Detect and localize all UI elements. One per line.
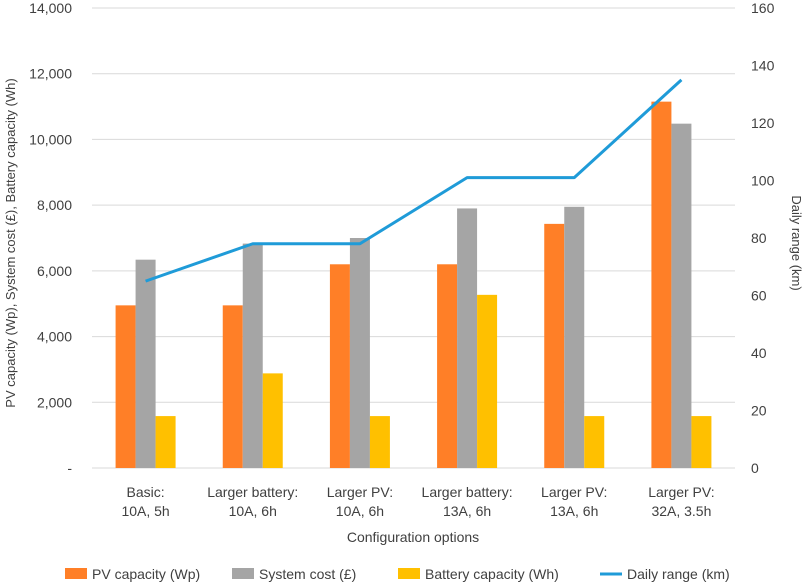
legend-swatch bbox=[232, 568, 254, 579]
left-tick-label: 10,000 bbox=[29, 131, 72, 147]
legend-label: PV capacity (Wp) bbox=[92, 566, 200, 582]
left-tick-label: 6,000 bbox=[37, 263, 72, 279]
legend-swatch bbox=[398, 568, 420, 579]
right-tick-label: 40 bbox=[751, 345, 767, 361]
bar bbox=[222, 305, 243, 468]
legend-swatch bbox=[65, 568, 87, 579]
bar bbox=[242, 243, 263, 468]
bar bbox=[691, 416, 712, 468]
left-tick-label: 2,000 bbox=[37, 394, 72, 410]
line-path bbox=[145, 78, 683, 283]
left-tick-label: - bbox=[67, 460, 72, 476]
bar bbox=[329, 264, 350, 468]
legend-item: Daily range (km) bbox=[600, 566, 730, 582]
left-tick-label: 8,000 bbox=[37, 197, 72, 213]
legend-item: PV capacity (Wp) bbox=[65, 566, 200, 582]
bar bbox=[262, 373, 283, 468]
line-series bbox=[145, 78, 683, 283]
right-tick-label: 20 bbox=[751, 403, 767, 419]
bar bbox=[564, 206, 585, 469]
right-axis-ticks: 0 20 40 60 80 100 120 140 160 bbox=[751, 0, 775, 476]
category-label: Larger PV: 13A, 6h bbox=[541, 484, 607, 519]
right-tick-label: 60 bbox=[751, 288, 767, 304]
category-label: Larger battery: 13A, 6h bbox=[422, 484, 513, 519]
bar bbox=[671, 123, 692, 469]
left-tick-label: 12,000 bbox=[29, 66, 72, 82]
bar bbox=[369, 416, 390, 468]
bar bbox=[135, 259, 156, 468]
left-tick-label: 14,000 bbox=[29, 0, 72, 16]
right-tick-label: 160 bbox=[751, 0, 775, 16]
right-tick-label: 100 bbox=[751, 173, 775, 189]
bar bbox=[477, 294, 498, 468]
category-label: Larger PV: 32A, 3.5h bbox=[648, 484, 714, 519]
category-label: Larger PV: 10A, 6h bbox=[327, 484, 393, 519]
category-labels: Basic: 10A, 5h Larger battery: 10A, 6h Large… bbox=[121, 484, 714, 519]
legend: PV capacity (Wp) System cost (£) Battery c… bbox=[65, 566, 730, 582]
right-tick-label: 120 bbox=[751, 115, 775, 131]
category-label: Basic: 10A, 5h bbox=[121, 484, 169, 519]
x-axis-title: Configuration options bbox=[347, 529, 479, 545]
bars bbox=[115, 101, 712, 469]
left-tick-label: 4,000 bbox=[37, 329, 72, 345]
right-tick-label: 80 bbox=[751, 230, 767, 246]
bar bbox=[544, 223, 565, 468]
gridlines bbox=[92, 7, 735, 469]
bar bbox=[457, 208, 478, 468]
legend-item: Battery capacity (Wh) bbox=[398, 566, 559, 582]
right-axis-title: Daily range (km) bbox=[789, 195, 803, 290]
legend-label: Battery capacity (Wh) bbox=[425, 566, 559, 582]
legend-label: System cost (£) bbox=[259, 566, 356, 582]
bar bbox=[115, 305, 136, 468]
right-tick-label: 0 bbox=[751, 460, 759, 476]
bar bbox=[584, 416, 605, 468]
bar bbox=[437, 264, 458, 468]
bar bbox=[651, 101, 672, 469]
category-label: Larger battery: 10A, 6h bbox=[207, 484, 298, 519]
bar bbox=[155, 416, 176, 468]
legend-label: Daily range (km) bbox=[627, 566, 730, 582]
legend-item: System cost (£) bbox=[232, 566, 356, 582]
right-tick-label: 140 bbox=[751, 58, 775, 74]
bar bbox=[349, 238, 370, 468]
left-axis-title: PV capacity (Wp), System cost (£), Batte… bbox=[3, 78, 18, 407]
left-axis-ticks: - 2,000 4,000 6,000 8,000 10,000 12,000 14,000 bbox=[29, 0, 72, 476]
